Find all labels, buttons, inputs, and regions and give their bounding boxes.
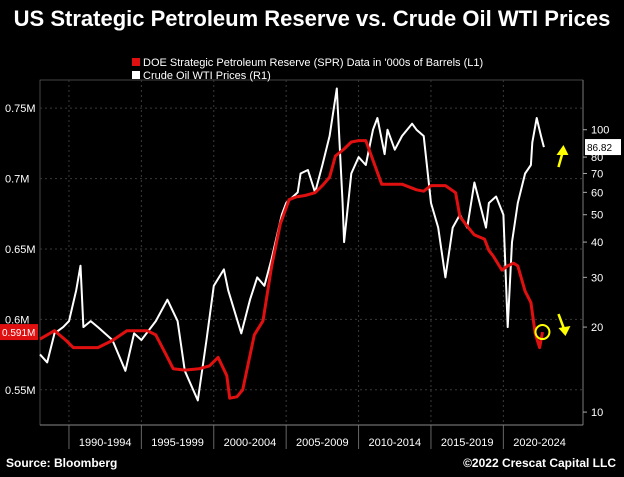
spr-last-value-label: 0.591M (2, 328, 35, 339)
x-tick-label: 2020-2024 (513, 437, 566, 449)
chart: 1990-1994 1995-1999 2000-2004 2005-2009 2010… (0, 57, 621, 449)
right-tick-label: 100 (591, 125, 609, 137)
right-tick-label: 40 (591, 237, 603, 249)
right-axis: 10 20 30 40 50 60 70 80 100 (582, 80, 609, 425)
up-arrow-head (556, 145, 569, 156)
x-tick-label: 2005-2009 (296, 437, 349, 449)
legend-swatch-spr (132, 58, 140, 66)
highlight-circle (534, 324, 551, 341)
left-tick-label: 0.75M (5, 103, 36, 115)
legend-label-wti: Crude Oil WTI Prices (R1) (143, 70, 271, 82)
x-axis: 1990-1994 1995-1999 2000-2004 2005-2009 2010… (40, 424, 583, 449)
left-axis: 0.55M 0.6M 0.65M 0.7M 0.75M (5, 103, 36, 397)
source-note: Source: Bloomberg (6, 456, 118, 470)
annotations: 0.591M 86.82 (0, 139, 621, 341)
left-tick-label: 0.6M (5, 314, 29, 326)
spr-last-value-box (0, 324, 38, 341)
wti-last-value-box (585, 139, 621, 156)
plot-area (39, 79, 584, 426)
right-tick-label: 20 (591, 322, 603, 334)
x-tick-label: 2010-2014 (368, 437, 421, 449)
left-tick-label: 0.55M (5, 385, 36, 397)
wti-last-value-label: 86.82 (587, 143, 612, 154)
right-tick-label: 10 (591, 407, 603, 419)
right-tick-label: 60 (591, 187, 603, 199)
legend-label-spr: DOE Strategic Petroleum Reserve (SPR) Da… (143, 57, 483, 69)
x-tick-label: 1995-1999 (151, 437, 204, 449)
left-tick-label: 0.65M (5, 244, 36, 256)
series-layer (39, 87, 545, 402)
copyright-note: ©2022 Crescat Capital LLC (463, 456, 616, 470)
x-tick-label: 1990-1994 (79, 437, 132, 449)
page-title: US Strategic Petroleum Reserve vs. Crude… (13, 6, 611, 31)
spr-line (39, 139, 544, 400)
right-tick-label: 70 (591, 168, 603, 180)
right-tick-label: 30 (591, 272, 603, 284)
right-tick-label: 80 (591, 152, 603, 164)
up-arrow-shaft (557, 152, 564, 168)
x-tick-label: 2000-2004 (224, 437, 277, 449)
legend-swatch-wti (132, 71, 140, 79)
right-tick-label: 50 (591, 210, 603, 222)
down-arrow-head (558, 326, 571, 337)
x-tick-label: 2015-2019 (441, 437, 494, 449)
legend: DOE Strategic Petroleum Reserve (SPR) Da… (132, 57, 483, 82)
left-tick-label: 0.7M (5, 174, 29, 186)
wti-price-line (39, 87, 545, 402)
